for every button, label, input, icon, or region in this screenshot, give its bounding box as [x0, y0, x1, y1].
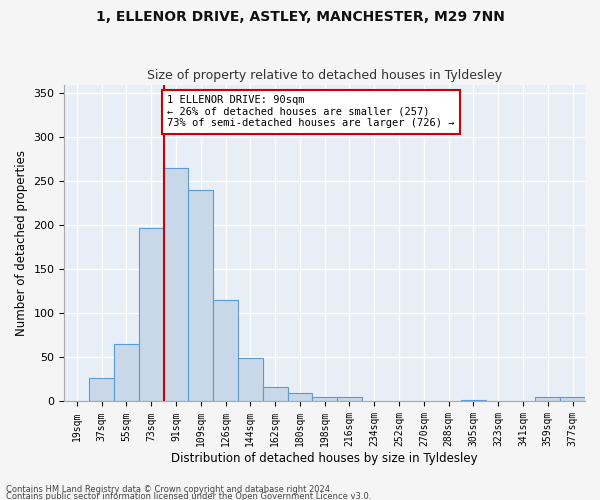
Bar	[238, 358, 263, 402]
Bar	[114, 344, 139, 402]
Bar	[535, 397, 560, 402]
Bar	[139, 228, 164, 402]
Bar	[188, 190, 213, 402]
Bar	[213, 300, 238, 402]
Bar	[164, 168, 188, 402]
Bar	[263, 386, 287, 402]
Text: Contains public sector information licensed under the Open Government Licence v3: Contains public sector information licen…	[6, 492, 371, 500]
X-axis label: Distribution of detached houses by size in Tyldesley: Distribution of detached houses by size …	[172, 452, 478, 465]
Bar	[560, 397, 585, 402]
Bar	[461, 400, 486, 402]
Bar	[337, 397, 362, 402]
Text: 1 ELLENOR DRIVE: 90sqm
← 26% of detached houses are smaller (257)
73% of semi-de: 1 ELLENOR DRIVE: 90sqm ← 26% of detached…	[167, 95, 455, 128]
Text: 1, ELLENOR DRIVE, ASTLEY, MANCHESTER, M29 7NN: 1, ELLENOR DRIVE, ASTLEY, MANCHESTER, M2…	[95, 10, 505, 24]
Bar	[287, 392, 313, 402]
Y-axis label: Number of detached properties: Number of detached properties	[15, 150, 28, 336]
Bar	[313, 397, 337, 402]
Text: Contains HM Land Registry data © Crown copyright and database right 2024.: Contains HM Land Registry data © Crown c…	[6, 486, 332, 494]
Title: Size of property relative to detached houses in Tyldesley: Size of property relative to detached ho…	[147, 69, 502, 82]
Bar	[89, 378, 114, 402]
